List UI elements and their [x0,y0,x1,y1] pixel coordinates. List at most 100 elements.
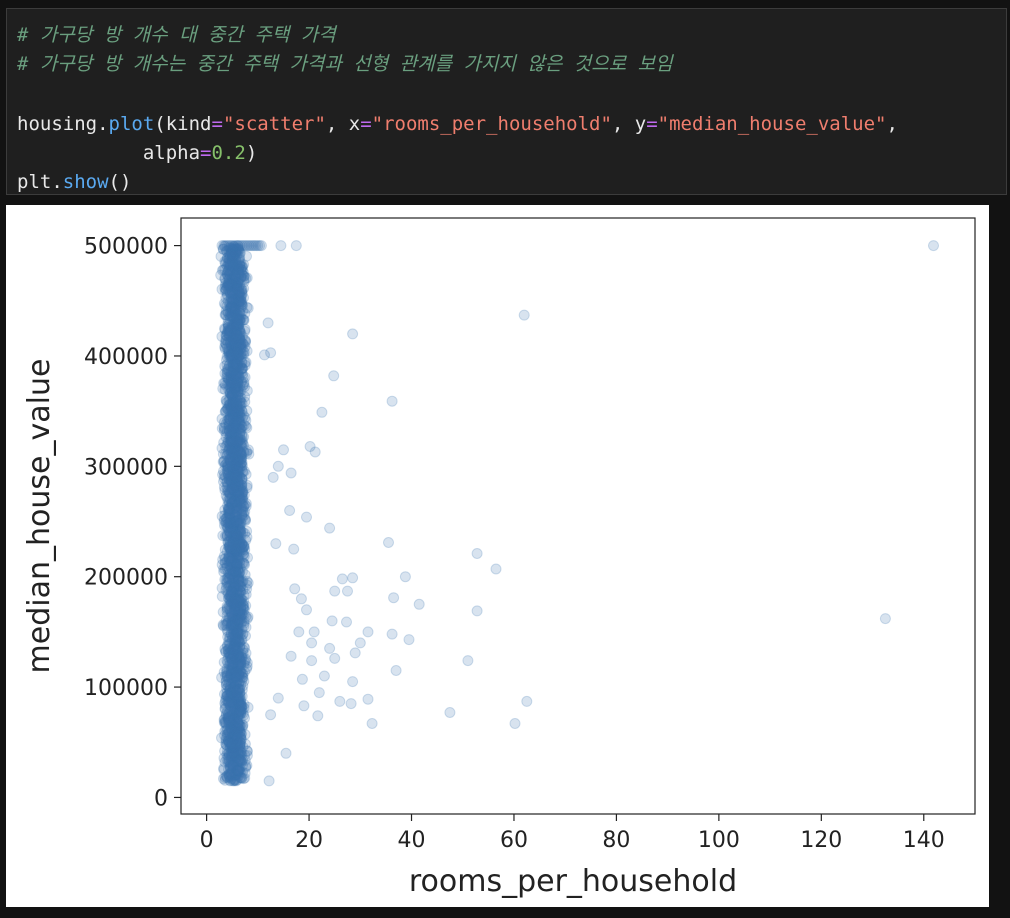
scatter-point [227,775,239,787]
scatter-point [225,748,237,759]
scatter-point [231,404,243,416]
scatter-point [238,509,250,521]
scatter-point [232,627,244,639]
scatter-point [235,534,247,546]
scatter-point [234,699,246,711]
scatter-point [228,597,239,609]
scatter-point [226,404,238,416]
scatter-point [234,247,246,259]
scatter-point [232,627,244,639]
scatter-point [227,272,239,284]
scatter-point [228,714,240,726]
scatter-point [228,666,240,678]
scatter-point [238,465,250,477]
scatter-point [222,459,234,471]
scatter-point [233,254,245,266]
scatter-point [222,727,234,739]
scatter-point [233,678,245,689]
scatter-point [229,246,241,258]
scatter-point [224,324,236,336]
scatter-point [235,731,247,743]
scatter-point [224,733,236,745]
scatter-point [230,435,242,447]
scatter-point [234,294,246,306]
code-cell[interactable]: # 가구당 방 개수 대 중간 주택 가격 # 가구당 방 개수는 중간 주택 … [6,8,1007,195]
scatter-point [219,619,231,631]
scatter-point [228,447,240,459]
scatter-point [232,624,244,636]
scatter-point [298,700,310,712]
scatter-point [228,431,240,443]
scatter-point [219,337,231,349]
scatter-point [227,388,239,400]
scatter-point [354,637,366,649]
scatter-point [231,608,243,620]
scatter-point [231,359,243,371]
scatter-point [228,378,240,390]
scatter-point [316,406,328,418]
scatter-point [229,383,241,395]
scatter-point [231,721,243,733]
scatter-point [238,541,250,553]
scatter-point [232,570,244,582]
scatter-point [238,431,250,443]
scatter-point [238,557,249,569]
scatter-point [224,527,236,539]
scatter-point [241,657,253,669]
scatter-point [234,446,246,458]
scatter-point [233,683,245,695]
scatter-point [229,729,241,741]
scatter-point [223,558,235,570]
scatter-point [227,659,239,671]
scatter-point [230,371,241,383]
x-tick-label: 20 [295,828,323,853]
scatter-point [216,590,228,602]
scatter-point [234,739,246,751]
scatter-point [226,379,238,391]
scatter-point [224,684,236,696]
scatter-point [239,527,251,539]
scatter-point [229,345,241,357]
scatter-point [224,558,236,570]
scatter-point [231,549,243,561]
scatter-point [235,749,246,761]
scatter-point [227,269,239,280]
scatter-point [242,302,254,314]
scatter-point [234,339,246,351]
code-comment-line-2: # 가구당 방 개수는 중간 주택 가격과 선형 관계를 가지지 않은 것으로 … [17,53,673,75]
scatter-point [224,350,236,361]
scatter-point [223,714,235,726]
scatter-point [236,457,247,469]
scatter-point [228,621,240,633]
x-tick-label: 60 [500,828,528,853]
scatter-point [240,647,252,659]
scatter-point [224,535,235,547]
scatter-point [229,720,241,732]
scatter-point [225,301,237,313]
scatter-point [227,729,239,741]
scatter-point [230,613,242,625]
scatter-point [233,669,245,681]
code-token-operator: = [360,113,372,135]
scatter-point [224,255,236,267]
scatter-point [228,406,240,418]
scatter-point [236,459,248,471]
scatter-point [236,299,248,310]
scatter-point [232,444,244,456]
scatter-point [236,462,248,474]
code-token-string: "median_house_value" [657,113,887,135]
scatter-point [224,706,236,718]
scatter-point [231,560,242,572]
scatter-point [227,305,239,317]
scatter-point [228,443,240,455]
scatter-point [229,445,241,457]
scatter-point [220,338,232,350]
scatter-point [222,325,234,337]
scatter-point [234,736,246,748]
scatter-point [229,344,241,356]
scatter-point [236,747,248,759]
y-tick-label: 100000 [84,676,168,701]
scatter-point [220,733,232,745]
scatter-point [241,385,253,397]
scatter-point [231,259,243,271]
